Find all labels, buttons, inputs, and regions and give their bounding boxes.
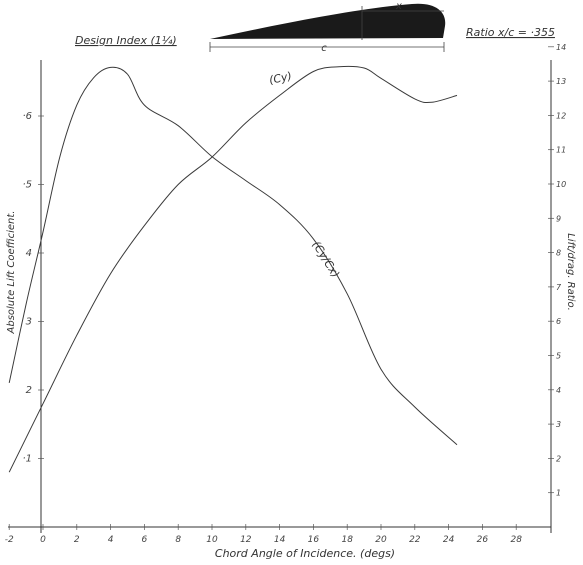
x-tick-label: 26	[477, 535, 489, 545]
x-tick-label: -2	[5, 535, 14, 545]
cy-point	[76, 335, 77, 336]
cy-cx-curve-label: (Cy/Cx)	[309, 239, 342, 280]
x-tick-label: 18	[341, 535, 353, 545]
cy-cx-point	[245, 180, 246, 181]
cy-point	[144, 225, 145, 226]
cy-cx-point	[313, 238, 314, 239]
x-tick-label: 6	[142, 535, 148, 545]
cy-point	[431, 102, 432, 103]
left-tick-label: ·5	[22, 180, 32, 191]
x-tick-label: 0	[40, 535, 46, 545]
right-tick-label: 10	[556, 180, 566, 189]
x-tick-label: 24	[443, 535, 455, 545]
cy-cx-point	[211, 156, 212, 157]
cy-cx-point	[76, 105, 77, 106]
x-tick-label: 20	[375, 535, 387, 545]
x-tick-label: 4	[108, 535, 114, 545]
x-tick-label: 28	[510, 535, 522, 545]
cy-point	[178, 184, 179, 185]
cy-point	[279, 95, 280, 96]
cy-point	[456, 95, 457, 96]
x-tick-label: 14	[274, 535, 286, 545]
x-tick-label: 12	[240, 535, 252, 545]
cy-point	[9, 472, 10, 473]
right-tick-label: 9	[556, 214, 561, 223]
cy-cx-point	[26, 304, 27, 305]
cy-cx-point	[93, 77, 94, 78]
left-tick-labels: ·1 2 3 4 ·5 ·6	[22, 111, 44, 465]
x-label: x	[395, 1, 402, 12]
x-tick-label: 10	[206, 535, 218, 545]
x-tick-label: 8	[175, 535, 181, 545]
cy-cx-point	[178, 125, 179, 126]
ratio-label: Ratio x/c = ·355	[466, 26, 555, 39]
series-layer	[8, 65, 458, 473]
cy-point	[42, 403, 43, 404]
left-tick-label: ·1	[22, 454, 32, 465]
right-axis-label: Lift/drag. Ratio.	[565, 233, 576, 311]
cy-cx-point	[456, 444, 457, 445]
cy-cx-point	[144, 105, 145, 106]
left-tick-label: 2	[26, 385, 32, 396]
x-tick-label: 22	[409, 535, 421, 545]
right-tick-label: 11	[556, 146, 566, 155]
x-tick-label: 2	[74, 535, 80, 545]
airfoil-shape	[210, 3, 446, 39]
cy-cx-curve	[8, 66, 458, 446]
left-axis-label: Absolute Lift Coefficient.	[6, 211, 17, 335]
x-tick-label: 16	[308, 535, 320, 545]
chart-title: Design Index (1¼)	[75, 34, 177, 47]
left-tick-label: 4	[26, 248, 32, 259]
x-tick-labels: -2 0 2 4 6 8 10 12 14 16 18 20 22 24 26 28	[5, 524, 522, 545]
cy-cx-point	[9, 382, 10, 383]
right-tick-label: 7	[556, 283, 562, 292]
right-tick-label: 1	[556, 489, 561, 498]
cy-point	[380, 78, 381, 79]
right-tick-label: 12	[556, 111, 566, 120]
right-tick-label: 4	[556, 386, 561, 395]
right-tick-label: 5	[556, 352, 561, 361]
right-tick-label: 8	[556, 249, 561, 258]
cy-curve-label: (Cy)	[268, 69, 293, 86]
cy-point	[364, 67, 365, 68]
cy-cx-point	[380, 369, 381, 370]
chord-label: c	[321, 43, 327, 54]
cy-point	[338, 66, 339, 67]
right-tick-label: 3	[556, 420, 561, 429]
cy-cx-point	[59, 156, 60, 157]
right-tick-label: 2	[556, 454, 561, 463]
right-tick-label: 6	[556, 317, 561, 326]
cy-point	[414, 98, 415, 99]
cy-point	[313, 71, 314, 72]
cy-point	[245, 122, 246, 123]
cy-curve	[8, 65, 458, 473]
airfoil-section: c x	[209, 1, 446, 54]
x-axis-label: Chord Angle of Incidence. (degs)	[215, 547, 395, 560]
cy-cx-point	[347, 293, 348, 294]
cy-point	[110, 273, 111, 274]
cy-cx-point	[110, 67, 111, 68]
left-tick-label: 3	[26, 317, 32, 328]
cy-cx-point	[127, 74, 128, 75]
right-tick-label: 13	[556, 77, 566, 86]
cy-cx-point	[42, 231, 43, 232]
cy-cx-point	[279, 204, 280, 205]
left-tick-label: ·6	[22, 111, 32, 122]
right-tick-label: 14	[556, 43, 566, 52]
cy-cx-point	[414, 406, 415, 407]
